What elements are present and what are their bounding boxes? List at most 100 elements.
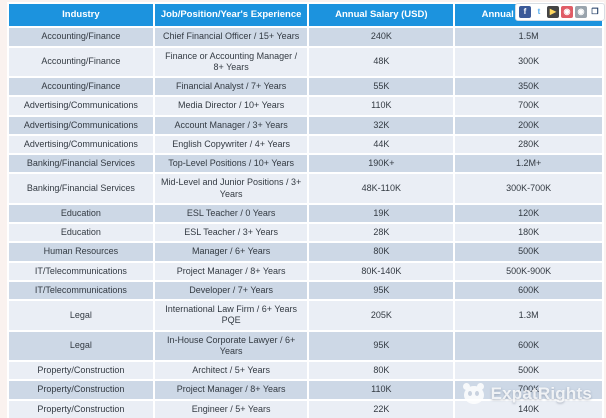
table-row: Human Resources Manager / 6+ Years 80K 500K <box>9 243 602 261</box>
table-cell: 350K <box>455 78 602 96</box>
table-cell: Human Resources <box>9 243 153 261</box>
table-row: Accounting/Finance Financial Analyst / 7+… <box>9 78 602 96</box>
table-cell: Accounting/Finance <box>9 28 153 46</box>
table-cell: 240K <box>309 28 454 46</box>
table-cell: 500K <box>455 362 602 380</box>
table-cell: 28K <box>309 224 454 242</box>
column-header-job-position: Job/Position/Year's Experience <box>154 4 308 27</box>
table-body: Accounting/Finance Chief Financial Office… <box>9 28 602 418</box>
table-cell: Advertising/Communications <box>9 116 153 134</box>
table-cell: 80K-140K <box>309 262 454 280</box>
share-icon[interactable]: ❒ <box>589 6 601 18</box>
table-cell: 80K <box>309 243 454 261</box>
table-cell: 300K <box>455 47 602 77</box>
table-cell: International Law Firm / 6+ Years PQE <box>154 301 308 330</box>
table-cell: Architect / 5+ Years <box>154 362 308 380</box>
table-cell: Property/Construction <box>9 381 153 399</box>
salary-table: Industry Job/Position/Year's Experience … <box>7 2 604 418</box>
table-cell: In-House Corporate Lawyer / 6+ Years <box>154 331 308 361</box>
table-cell: Legal <box>9 301 153 330</box>
table-cell: 205K <box>309 301 454 330</box>
table-cell: Project Manager / 8+ Years <box>154 381 308 399</box>
table-cell: 600K <box>455 281 602 300</box>
table-cell: Banking/Financial Services <box>9 174 153 203</box>
table-cell: 55K <box>309 78 454 96</box>
table-row: Advertising/Communications Media Director… <box>9 97 602 115</box>
table-cell: Education <box>9 204 153 223</box>
table-row: Legal International Law Firm / 6+ Years P… <box>9 301 602 330</box>
table-cell: 600K <box>455 331 602 361</box>
table-cell: 500K-900K <box>455 262 602 280</box>
table-cell: Developer / 7+ Years <box>154 281 308 300</box>
column-header-industry: Industry <box>9 4 153 27</box>
table-cell: Chief Financial Officer / 15+ Years <box>154 28 308 46</box>
table-cell: Property/Construction <box>9 362 153 380</box>
table-cell: 48K <box>309 47 454 77</box>
salary-table-container: Industry Job/Position/Year's Experience … <box>7 2 604 418</box>
table-cell: 200K <box>455 116 602 134</box>
table-cell: 700K <box>455 381 602 399</box>
table-cell: 22K <box>309 400 454 418</box>
table-cell: Advertising/Communications <box>9 97 153 115</box>
table-cell: 95K <box>309 281 454 300</box>
table-cell: 44K <box>309 135 454 154</box>
table-cell: Project Manager / 8+ Years <box>154 262 308 280</box>
table-cell: ESL Teacher / 3+ Years <box>154 224 308 242</box>
table-cell: 1.3M <box>455 301 602 330</box>
table-cell: ESL Teacher / 0 Years <box>154 204 308 223</box>
table-cell: 280K <box>455 135 602 154</box>
youtube-icon[interactable]: ▶ <box>547 6 559 18</box>
table-row: Advertising/Communications English Copywr… <box>9 135 602 154</box>
table-cell: 19K <box>309 204 454 223</box>
table-cell: 180K <box>455 224 602 242</box>
table-row: Accounting/Finance Chief Financial Office… <box>9 28 602 46</box>
table-cell: 110K <box>309 381 454 399</box>
twitter-icon[interactable]: t <box>533 6 545 18</box>
table-cell: Mid-Level and Junior Positions / 3+ Year… <box>154 174 308 203</box>
table-cell: 80K <box>309 362 454 380</box>
table-cell: Education <box>9 224 153 242</box>
table-cell: 500K <box>455 243 602 261</box>
table-cell: 110K <box>309 97 454 115</box>
table-cell: IT/Telecommunications <box>9 281 153 300</box>
table-cell: 1.2M+ <box>455 155 602 173</box>
table-row: Advertising/Communications Account Manage… <box>9 116 602 134</box>
instagram-icon[interactable]: ◉ <box>575 6 587 18</box>
table-row: Property/Construction Project Manager / 8… <box>9 381 602 399</box>
table-row: Legal In-House Corporate Lawyer / 6+ Year… <box>9 331 602 361</box>
table-row: Property/Construction Architect / 5+ Year… <box>9 362 602 380</box>
facebook-icon[interactable]: f <box>519 6 531 18</box>
table-row: Banking/Financial Services Top-Level Posi… <box>9 155 602 173</box>
table-cell: 140K <box>455 400 602 418</box>
table-cell: 300K-700K <box>455 174 602 203</box>
table-row: IT/Telecommunications Developer / 7+ Year… <box>9 281 602 300</box>
table-row: Accounting/Finance Finance or Accounting … <box>9 47 602 77</box>
table-cell: English Copywriter / 4+ Years <box>154 135 308 154</box>
table-cell: Legal <box>9 331 153 361</box>
table-cell: Financial Analyst / 7+ Years <box>154 78 308 96</box>
table-cell: Engineer / 5+ Years <box>154 400 308 418</box>
table-cell: 95K <box>309 331 454 361</box>
table-header-row: Industry Job/Position/Year's Experience … <box>9 4 602 27</box>
table-row: Property/Construction Engineer / 5+ Years… <box>9 400 602 418</box>
table-cell: Manager / 6+ Years <box>154 243 308 261</box>
column-header-annual-salary-usd: Annual Salary (USD) <box>309 4 454 27</box>
table-cell: IT/Telecommunications <box>9 262 153 280</box>
table-cell: 700K <box>455 97 602 115</box>
table-cell: Banking/Financial Services <box>9 155 153 173</box>
table-cell: 1.5M <box>455 28 602 46</box>
table-cell: Accounting/Finance <box>9 78 153 96</box>
table-cell: Advertising/Communications <box>9 135 153 154</box>
table-cell: Finance or Accounting Manager / 8+ Years <box>154 47 308 77</box>
weibo-icon[interactable]: ◉ <box>561 6 573 18</box>
table-cell: 32K <box>309 116 454 134</box>
table-cell: Account Manager / 3+ Years <box>154 116 308 134</box>
table-cell: Property/Construction <box>9 400 153 418</box>
table-row: Education ESL Teacher / 3+ Years 28K 180K <box>9 224 602 242</box>
table-cell: 48K-110K <box>309 174 454 203</box>
table-cell: 120K <box>455 204 602 223</box>
table-cell: Top-Level Positions / 10+ Years <box>154 155 308 173</box>
table-row: Banking/Financial Services Mid-Level and … <box>9 174 602 203</box>
table-cell: 190K+ <box>309 155 454 173</box>
social-share-bar: f t ▶ ◉ ◉ ❒ <box>515 3 605 21</box>
